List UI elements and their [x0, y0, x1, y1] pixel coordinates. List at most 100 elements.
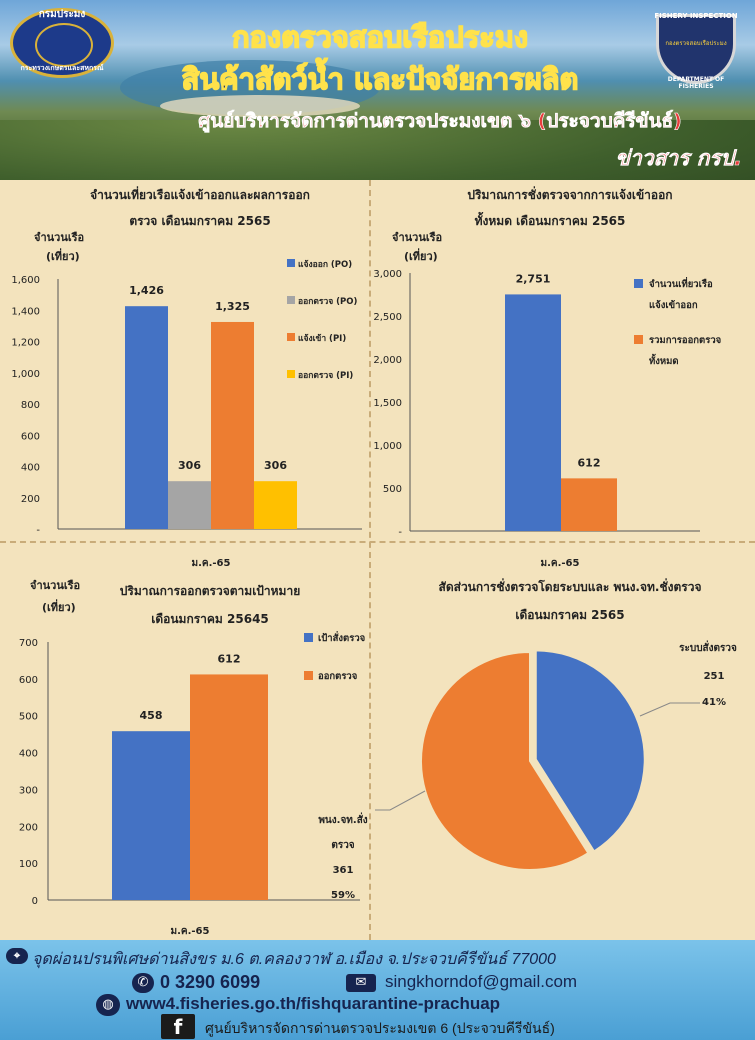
chart1-data-label: 306 [264, 459, 287, 472]
chart2-bar [505, 294, 561, 531]
chart2-title-line1: ปริมาณการชั่งตรวจจากการแจ้งเข้าออก [467, 188, 673, 202]
chart1-title-line1: จำนวนเที่ยวเรือแจ้งเข้าออกและผลการออก [90, 188, 310, 202]
chart4-pie-slice [420, 650, 590, 871]
chart1-bar [168, 481, 211, 529]
chart3-ylabel-line1: จำนวนเรือ [30, 579, 81, 592]
chart4-title-line1: สัดส่วนการชั่งตรวจโดยระบบและ พนง.จท.ชั่ง… [438, 580, 702, 594]
chart1-ylabel-line2: (เที่ยว) [46, 250, 80, 263]
chart1-ytick: 1,400 [11, 306, 40, 317]
chart2-category-label: ม.ค.-65 [541, 558, 580, 569]
chart2-legend-label: รวมการออกตรวจ [649, 335, 721, 346]
chart1-data-label: 306 [178, 459, 201, 472]
newsletter-label: ข่าวสาร กรป. [615, 146, 742, 171]
chart2-ytick: 2,000 [373, 355, 402, 366]
chart1-ytick: 400 [21, 463, 40, 474]
logo-shield [656, 14, 736, 84]
chart3-ylabel-line2: (เที่ยว) [42, 601, 76, 614]
chart2-legend-swatch [634, 279, 643, 288]
chart3-legend-label: ออกตรวจ [318, 671, 357, 682]
chart3-category-label: ม.ค.-65 [171, 926, 210, 937]
logo-left-top-text: กรมประมง [38, 9, 86, 20]
chart2-legend-swatch [634, 335, 643, 344]
logo-emblem-ring [35, 23, 93, 67]
chart3-ytick: 700 [19, 638, 38, 649]
chart4-plot: ระบบสั่งตรวจ 251 41% พนง.จท.สั่งตรวจ 361 59% [318, 640, 737, 901]
page-title-line2: สินค้าสัตว์น้ำ และปัจจัยการผลิต [181, 61, 579, 97]
logo-right-top-text: FISHERY INSPECTION [654, 12, 738, 20]
chart4-slice-percent: 59% [331, 890, 355, 901]
chart2-ytick: 500 [383, 484, 402, 495]
chart1-ytick: - [36, 525, 40, 536]
chart1-category-label: ม.ค.-65 [192, 558, 231, 569]
chart4-slice-percent: 41% [702, 697, 726, 708]
department-of-fisheries-logo: กรมประมง กระทรวงเกษตรและสหกรณ์ [10, 8, 114, 78]
chart1-ytick: 1,200 [11, 338, 40, 349]
footer-contact-bar: ⌖ จุดผ่อนปรนพิเศษด่านสิงขร ม.6 ต.คลองวาฬ… [0, 940, 755, 1040]
footer-website: www4.fisheries.go.th/fishquarantine-prac… [126, 994, 501, 1013]
chart2-ytick: 1,000 [373, 441, 402, 452]
chart1-ytick: 1,600 [11, 275, 40, 286]
chart1-plot: - 200 400 600 800 1,000 1,200 1,400 1,600 1,426 แจ… [11, 259, 362, 569]
chart2-ytick: 1,500 [373, 398, 402, 409]
chart2-ytick: 2,500 [373, 312, 402, 323]
chart2-legend-label: ทั้งหมด [649, 353, 679, 367]
fishery-inspection-logo: FISHERY INSPECTION กองตรวจสอบเรือประมง D… [650, 6, 742, 92]
chart3-ytick: 100 [19, 859, 38, 870]
chart1-ytick: 200 [21, 494, 40, 505]
chart2-ylabel-line2: (เที่ยว) [404, 250, 438, 263]
chart1-ytick: 600 [21, 431, 40, 442]
chart3-legend-swatch [304, 633, 313, 642]
chart4-slice-name: ตรวจ [331, 840, 354, 851]
chart3-ytick: 0 [32, 896, 38, 907]
chart4-slice-value: 251 [704, 671, 725, 682]
chart3-bar [190, 674, 268, 900]
chart2-ylabel-line1: จำนวนเรือ [392, 231, 443, 244]
chart1-legend-label: ออกตรวจ (PO) [298, 297, 357, 307]
chart2-data-label: 2,751 [516, 272, 551, 285]
chart2-ytick: 3,000 [373, 269, 402, 280]
chart3-plot: 0 100 200 300 400 500 600 700 458 เป้าสั่งตรวจ 612… [19, 630, 365, 937]
chart3-ytick: 300 [19, 785, 38, 796]
logo-right-mid-text: กองตรวจสอบเรือประมง [665, 40, 727, 47]
footer-email: singkhorndof@gmail.com [385, 972, 578, 991]
chart2-bar [561, 478, 617, 531]
chart1-legend-swatch [287, 333, 295, 341]
panel-divider-horizontal [0, 541, 755, 543]
logo-left-bottom-text: กระทรวงเกษตรและสหกรณ์ [20, 64, 104, 72]
footer-phone: 0 3290 6099 [160, 972, 261, 992]
chart3-legend-swatch [304, 671, 313, 680]
chart1-legend-swatch [287, 296, 295, 304]
chart2-legend-label: จำนวนเที่ยวเรือ [649, 276, 713, 290]
chart1-bar [125, 306, 168, 529]
chart2-title-line2: ทั้งหมด เดือนมกราคม 2565 [474, 214, 626, 228]
facebook-icon: f [161, 1014, 195, 1039]
email-icon: ✉ [346, 974, 376, 992]
chart4-title-line2: เดือนมกราคม 2565 [515, 608, 625, 622]
chart4-leader-line [375, 790, 426, 811]
chart1-legend-label: แจ้งออก (PO) [298, 259, 352, 270]
chart2-legend-label: แจ้งเข้าออก [649, 299, 698, 311]
location-icon: ⌖ [6, 948, 28, 964]
chart4-slice-name: ระบบสั่งตรวจ [679, 640, 737, 654]
chart4-slice-value: 361 [333, 865, 354, 876]
chart3-title-line1: ปริมาณการออกตรวจตามเป้าหมาย [119, 584, 301, 598]
chart2-data-label: 612 [578, 456, 601, 469]
chart3-title-line2: เดือนมกราคม 25645 [151, 612, 269, 626]
header-beach-shape [160, 95, 360, 117]
footer-facebook: ศูนย์บริหารจัดการด่านตรวจประมงเขต 6 (ประ… [205, 1020, 555, 1036]
phone-icon: ✆ [132, 973, 154, 993]
chart1-ytick: 1,000 [11, 369, 40, 380]
chart1-legend-label: ออกตรวจ (PI) [298, 371, 353, 381]
chart3-ytick: 200 [19, 822, 38, 833]
chart1-data-label: 1,325 [215, 300, 250, 313]
chart3-ytick: 600 [19, 675, 38, 686]
page-subtitle: ศูนย์บริหารจัดการด่านตรวจประมงเขต ๖ (ประ… [198, 110, 682, 133]
chart2-plot: - 500 1,000 1,500 2,000 2,500 3,000 2,751 จำนวนเ… [373, 269, 721, 569]
chart1-legend-label: แจ้งเข้า (PI) [298, 333, 346, 344]
chart1-bar [211, 321, 254, 529]
chart3-data-label: 458 [140, 709, 163, 722]
chart4-leader-line [639, 702, 700, 717]
chart3-legend-label: เป้าสั่งตรวจ [318, 630, 365, 644]
footer-address: จุดผ่อนปรนพิเศษด่านสิงขร ม.6 ต.คลองวาฬ อ… [32, 951, 556, 968]
chart2-ytick: - [398, 527, 402, 538]
